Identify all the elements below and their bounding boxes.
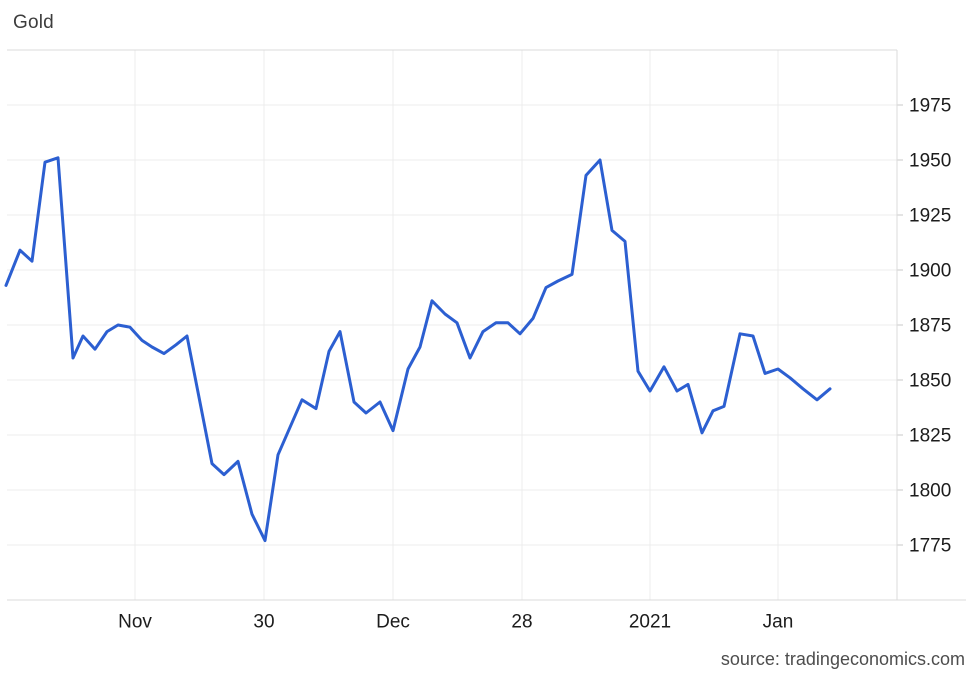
y-axis-label: 1975 xyxy=(909,96,951,117)
y-axis-label: 1800 xyxy=(909,481,951,502)
y-axis-label: 1825 xyxy=(909,426,951,447)
y-axis-label: 1950 xyxy=(909,151,951,172)
x-axis-label: 30 xyxy=(253,612,274,633)
x-axis-label: 28 xyxy=(511,612,532,633)
chart-plot-area[interactable] xyxy=(7,50,897,600)
x-axis-label: 2021 xyxy=(629,612,671,633)
x-axis-label: Jan xyxy=(763,612,794,633)
y-axis-label: 1925 xyxy=(909,206,951,227)
x-axis-label: Nov xyxy=(118,612,152,633)
y-axis-label: 1875 xyxy=(909,316,951,337)
price-line-gold xyxy=(4,156,832,543)
x-axis-label: Dec xyxy=(376,612,410,633)
y-axis-label: 1775 xyxy=(909,536,951,557)
y-axis-label: 1850 xyxy=(909,371,951,392)
source-attribution: source: tradingeconomics.com xyxy=(720,649,965,669)
y-axis-label: 1900 xyxy=(909,261,951,282)
chart-title: Gold xyxy=(13,12,54,33)
